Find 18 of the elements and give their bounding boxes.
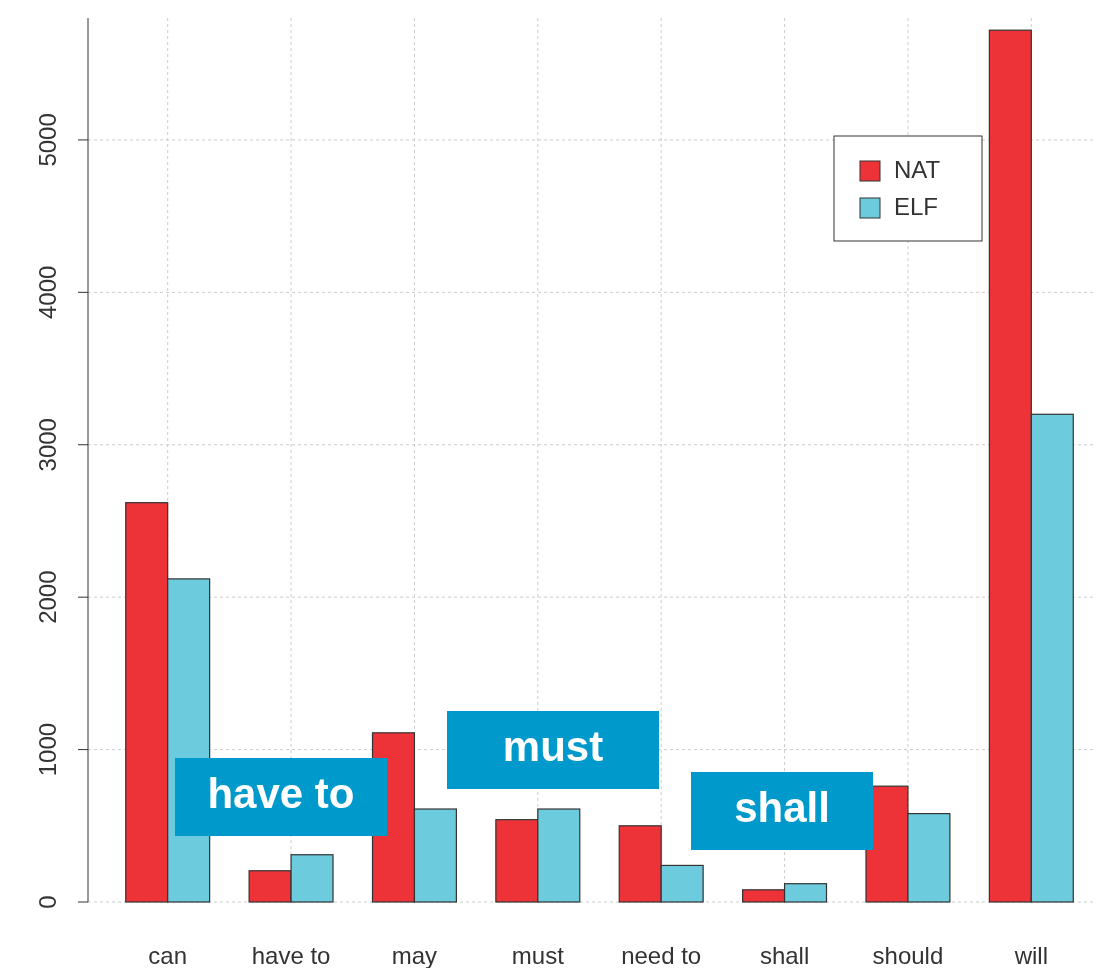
y-tick-label: 2000 [34,570,62,624]
y-tick-label: 4000 [34,265,62,320]
x-tick-label: have to [251,942,331,969]
x-tick-label: can [148,942,188,969]
y-tick-label: 3000 [34,418,62,472]
y-tick-label: 1000 [34,722,62,777]
y-tick-label: 5000 [34,113,62,167]
annotation: must [502,723,604,771]
x-tick-label: will [1013,942,1048,969]
legend-label: ELF [894,193,939,221]
legend-label: NAT [894,156,941,184]
annotation: have to [207,770,355,818]
x-tick-label: shall [759,942,810,969]
y-tick-label: 0 [34,895,62,909]
x-tick-label: should [872,942,944,969]
x-tick-label: need to [621,942,702,969]
x-tick-label: must [511,942,565,969]
annotation: shall [734,784,830,832]
